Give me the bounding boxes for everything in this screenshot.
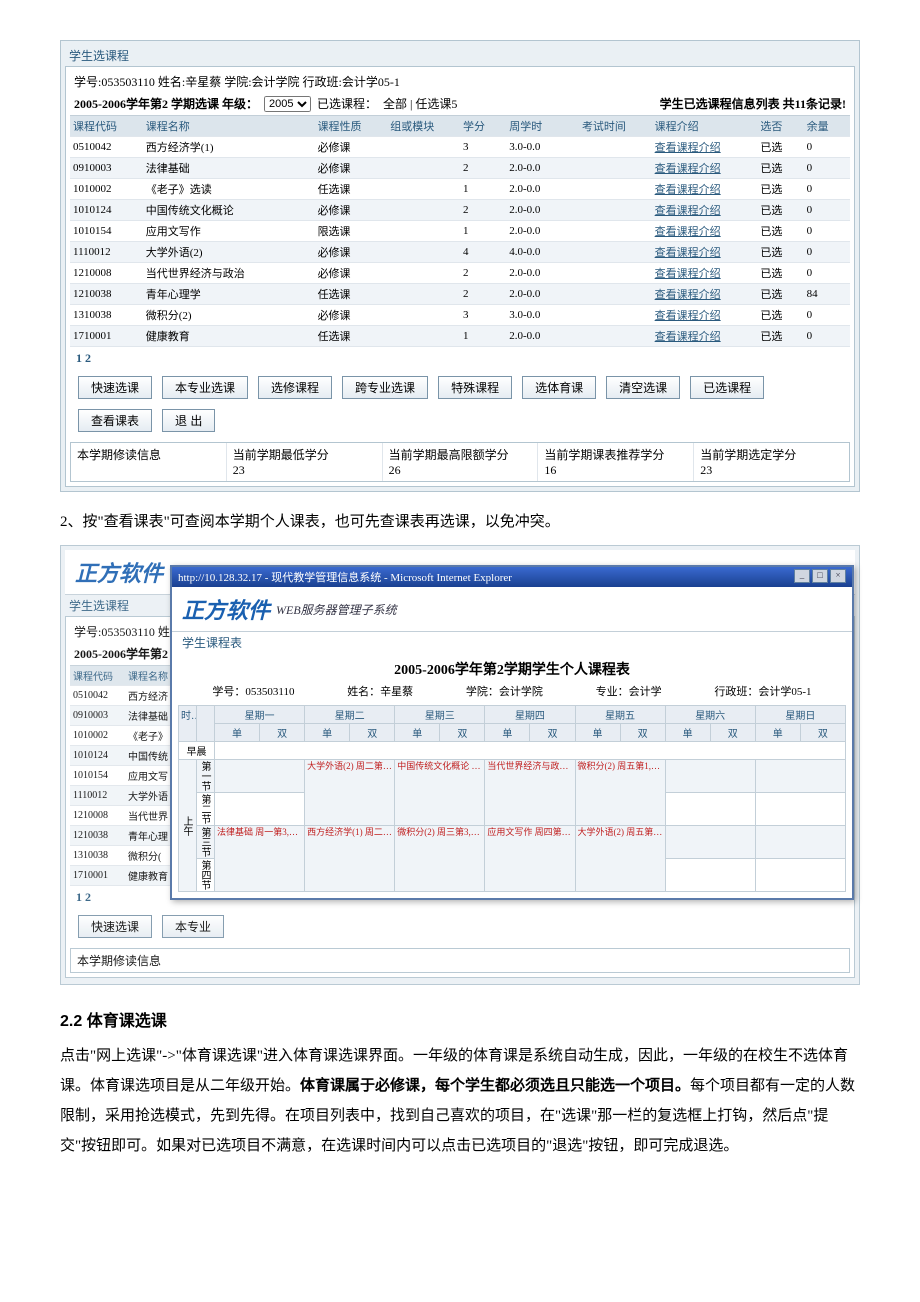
schedule-title: 2005-2006学年第2学期学生个人课程表	[178, 653, 846, 681]
table-row: 1210038青年心理学任选课22.0-0.0查看课程介绍已选84	[70, 284, 850, 305]
action-button[interactable]: 选体育课	[522, 376, 596, 399]
view-intro-link[interactable]: 查看课程介绍	[655, 310, 721, 322]
action-button[interactable]: 选修课程	[258, 376, 332, 399]
major-select-button[interactable]: 本专业	[162, 915, 224, 938]
action-button[interactable]: 特殊课程	[438, 376, 512, 399]
table-row: 1210008当代世界经济与政治必修课22.0-0.0查看课程介绍已选0	[70, 263, 850, 284]
sched-id: 学号：053503110	[212, 683, 294, 699]
table-row: 0910003法律基础必修课22.0-0.0查看课程介绍已选0	[70, 158, 850, 179]
button-row: 快速选课本专业选课选修课程跨专业选课特殊课程选体育课清空选课已选课程查看课表退 …	[70, 370, 850, 438]
table-row: 1310038微积分(2)必修课33.0-0.0查看课程介绍已选0	[70, 305, 850, 326]
view-intro-link[interactable]: 查看课程介绍	[655, 289, 721, 301]
instruction-2: 2、按"查看课表"可查阅本学期个人课表，也可先查课表再选课，以免冲突。	[60, 510, 860, 531]
schedule-composite: 正方软件 WEB服务器管理子系统 学生选课程 学号:053503110 姓名:辛…	[60, 545, 860, 985]
table-row: 1010002《老子》选读任选课12.0-0.0查看课程介绍已选0	[70, 179, 850, 200]
overlay-brand-logo: 正方软件	[182, 593, 270, 625]
table-row: 1110012大学外语(2)必修课44.0-0.0查看课程介绍已选0	[70, 242, 850, 263]
overlay-brand-tag: WEB服务器管理子系统	[276, 601, 397, 618]
page-numbers[interactable]: 1 2	[70, 347, 850, 370]
action-button[interactable]: 退 出	[162, 409, 215, 432]
action-button[interactable]: 快速选课	[78, 376, 152, 399]
overlay-subtitle: 学生课程表	[172, 632, 852, 653]
already-value: 全部 | 任选课5	[383, 95, 457, 112]
action-button[interactable]: 查看课表	[78, 409, 152, 432]
table-row: 0510042西方经济学(1)必修课33.0-0.0查看课程介绍已选0	[70, 137, 850, 158]
view-intro-link[interactable]: 查看课程介绍	[655, 268, 721, 280]
already-label: 已选课程：	[317, 95, 377, 112]
view-intro-link[interactable]: 查看课程介绍	[655, 247, 721, 259]
view-intro-link[interactable]: 查看课程介绍	[655, 184, 721, 196]
table-row: 1010124中国传统文化概论必修课22.0-0.0查看课程介绍已选0	[70, 200, 850, 221]
selected-list-label: 学生已选课程信息列表 共11条记录!	[660, 95, 846, 112]
action-button[interactable]: 本专业选课	[162, 376, 248, 399]
view-intro-link[interactable]: 查看课程介绍	[655, 331, 721, 343]
panel-title: 学生选课程	[65, 45, 855, 66]
schedule-window: http://10.128.32.17 - 现代教学管理信息系统 - Micro…	[170, 565, 854, 900]
close-icon[interactable]: ×	[830, 569, 846, 583]
quick-select-button[interactable]: 快速选课	[78, 915, 152, 938]
year-select[interactable]: 2005	[264, 96, 311, 112]
action-button[interactable]: 已选课程	[690, 376, 764, 399]
credit-footer: 本学期修读信息当前学期最低学分23当前学期最高限额学分26当前学期课表推荐学分1…	[70, 442, 850, 482]
brand-logo: 正方软件	[75, 556, 163, 588]
sched-college: 学院：会计学院	[466, 683, 543, 699]
sched-class: 行政班：会计学05-1	[714, 683, 811, 699]
window-url: http://10.128.32.17 - 现代教学管理信息系统 - Micro…	[178, 569, 512, 585]
course-table: 课程代码课程名称课程性质组或模块学分周学时考试时间课程介绍选否余量 051004…	[70, 116, 850, 347]
view-intro-link[interactable]: 查看课程介绍	[655, 226, 721, 238]
course-selection-panel: 学生选课程 学号:053503110 姓名:辛星蔡 学院:会计学院 行政班:会计…	[60, 40, 860, 492]
body-paragraph: 点击"网上选课"->"体育课选课"进入体育课选课界面。一年级的体育课是系统自动生…	[60, 1041, 860, 1161]
table-row: 1710001健康教育任选课12.0-0.0查看课程介绍已选0	[70, 326, 850, 347]
section-heading: 2.2 体育课选课	[60, 1007, 860, 1031]
minimize-icon[interactable]: _	[794, 569, 810, 583]
sched-major: 专业：会计学	[596, 683, 662, 699]
sched-name: 姓名：辛星蔡	[347, 683, 413, 699]
view-intro-link[interactable]: 查看课程介绍	[655, 142, 721, 154]
action-button[interactable]: 跨专业选课	[342, 376, 428, 399]
view-intro-link[interactable]: 查看课程介绍	[655, 163, 721, 175]
table-row: 1010154应用文写作限选课12.0-0.0查看课程介绍已选0	[70, 221, 850, 242]
student-info: 学号:053503110 姓名:辛星蔡 学院:会计学院 行政班:会计学05-1	[70, 71, 850, 92]
action-button[interactable]: 清空选课	[606, 376, 680, 399]
view-intro-link[interactable]: 查看课程介绍	[655, 205, 721, 217]
maximize-icon[interactable]: □	[812, 569, 828, 583]
schedule-table: 时间星期一星期二星期三星期四星期五星期六星期日 单双单双单双单双单双单双单双 早…	[178, 705, 846, 892]
semester-label: 2005-2006学年第2 学期选课 年级：	[74, 95, 258, 112]
